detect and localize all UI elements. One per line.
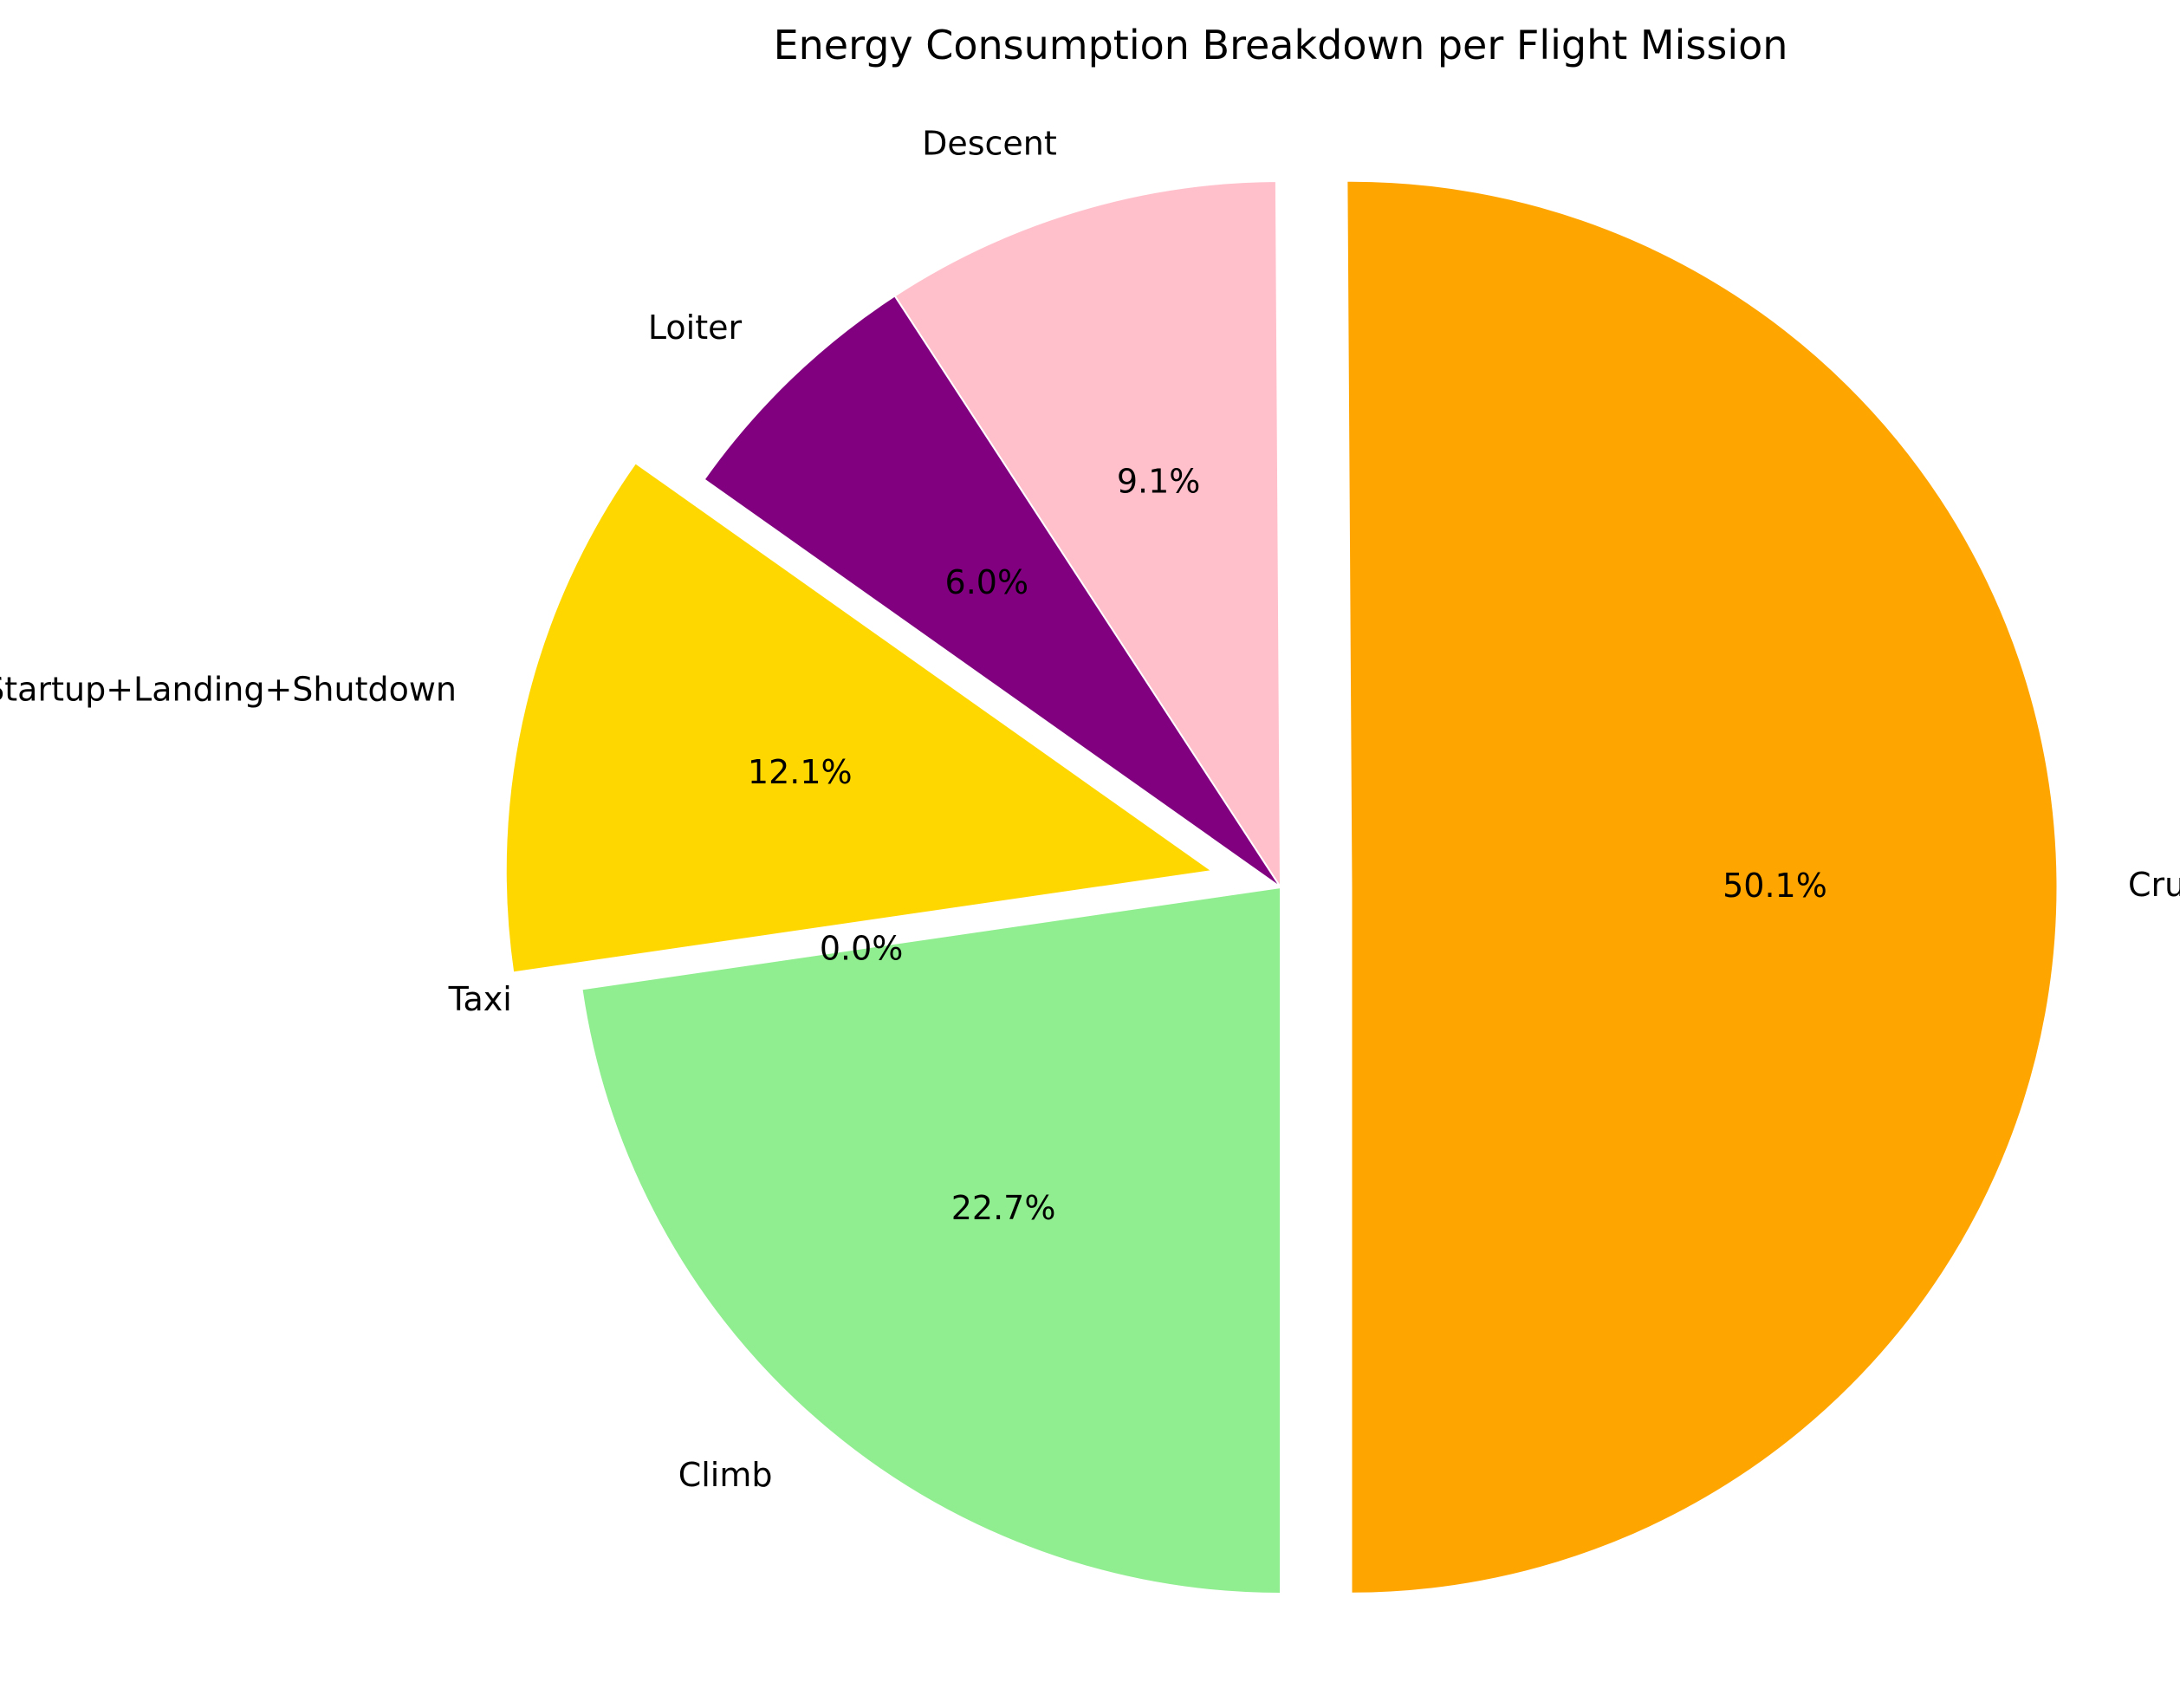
category-label-climb: Climb: [678, 1456, 773, 1494]
pie-slices: [504, 179, 2060, 1595]
category-label-loiter: Loiter: [648, 308, 743, 347]
percent-label-taxi: 0.0%: [820, 929, 904, 967]
category-label-taxi: Taxi: [448, 980, 512, 1018]
pie-slice-climb: [581, 886, 1281, 1595]
percent-label-descent: 9.1%: [1117, 463, 1201, 501]
percent-label-startup-landing-shutdown: 12.1%: [748, 753, 853, 791]
category-label-startup-landing-shutdown: Startup+Landing+Shutdown: [0, 671, 457, 709]
category-labels: Cruise Descent Loiter Startup+Landing+Shutd…: [0, 124, 2180, 1494]
pie-slice-startup-landing-shutdown: [504, 461, 1215, 974]
category-label-descent: Descent: [922, 124, 1057, 162]
percent-labels: 50.1% 9.1% 6.0% 12.1% 0.0% 22.7%: [748, 463, 1827, 1227]
pie-slice-cruise: [1346, 179, 2060, 1594]
category-label-cruise: Cruise: [2128, 866, 2180, 904]
pie-slice-descent: [893, 180, 1282, 891]
chart-title: Energy Consumption Breakdown per Flight …: [774, 22, 1788, 68]
percent-label-climb: 22.7%: [951, 1189, 1056, 1227]
pie-slice-loiter: [703, 295, 1281, 888]
percent-label-cruise: 50.1%: [1723, 867, 1827, 905]
percent-label-loiter: 6.0%: [945, 563, 1029, 601]
